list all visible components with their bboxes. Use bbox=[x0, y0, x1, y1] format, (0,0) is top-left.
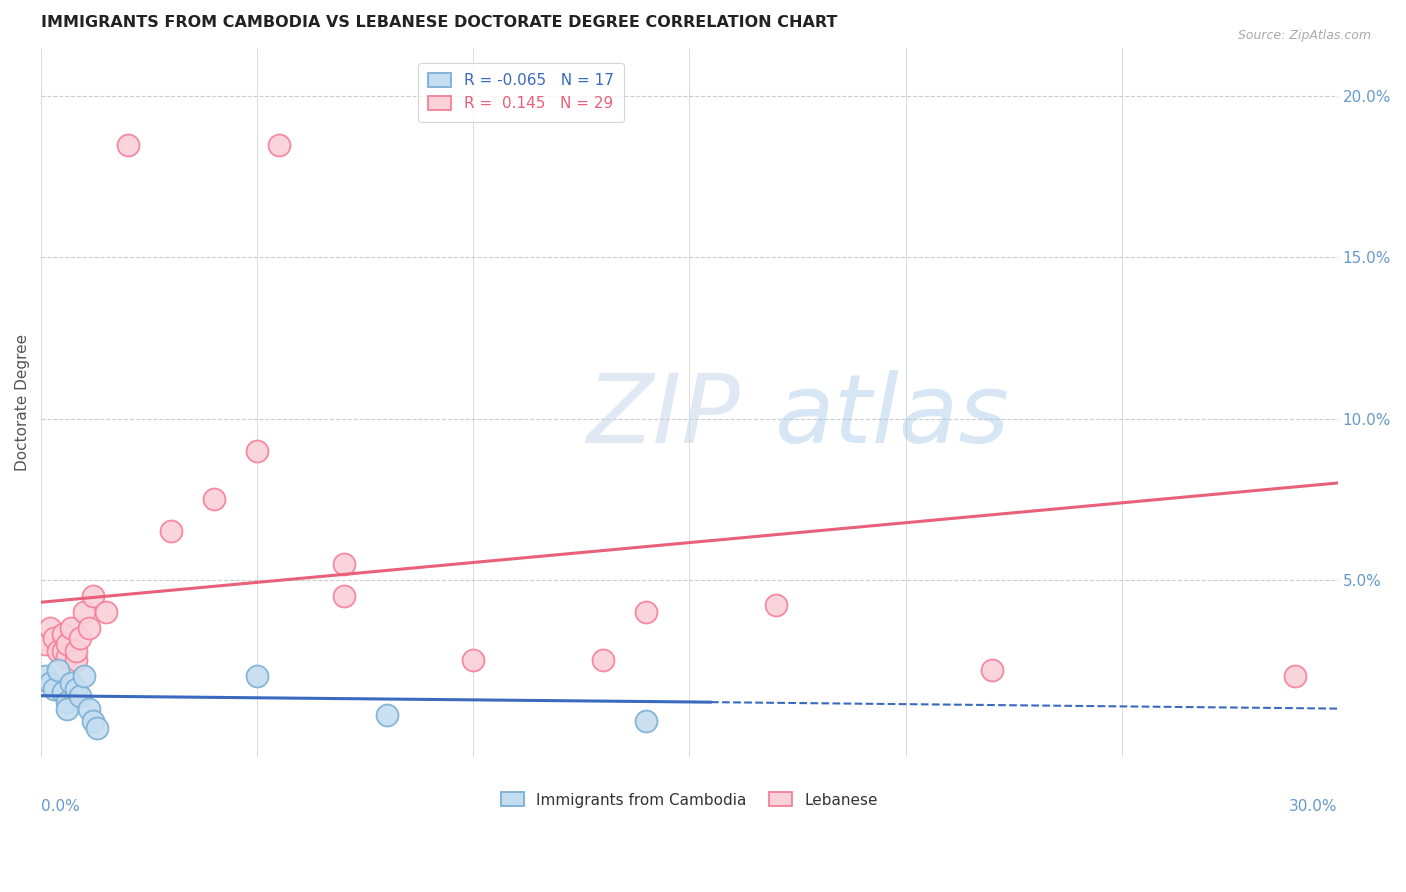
Point bbox=[267, 137, 290, 152]
Text: 0.0%: 0.0% bbox=[41, 799, 80, 814]
Point bbox=[82, 714, 104, 729]
Point bbox=[34, 637, 56, 651]
Point bbox=[52, 685, 75, 699]
Point bbox=[48, 663, 70, 677]
Point bbox=[1284, 669, 1306, 683]
Point bbox=[38, 621, 60, 635]
Point bbox=[94, 605, 117, 619]
Text: ZIP: ZIP bbox=[586, 370, 740, 463]
Point bbox=[86, 721, 108, 735]
Point bbox=[332, 589, 354, 603]
Point bbox=[332, 557, 354, 571]
Text: atlas: atlas bbox=[773, 370, 1008, 463]
Point bbox=[463, 653, 485, 667]
Text: IMMIGRANTS FROM CAMBODIA VS LEBANESE DOCTORATE DEGREE CORRELATION CHART: IMMIGRANTS FROM CAMBODIA VS LEBANESE DOC… bbox=[41, 15, 838, 30]
Point bbox=[159, 524, 181, 539]
Point bbox=[69, 631, 91, 645]
Point bbox=[56, 637, 79, 651]
Y-axis label: Doctorate Degree: Doctorate Degree bbox=[15, 334, 30, 471]
Point bbox=[77, 701, 100, 715]
Point bbox=[82, 589, 104, 603]
Point bbox=[117, 137, 139, 152]
Point bbox=[636, 605, 658, 619]
Point bbox=[981, 663, 1004, 677]
Point bbox=[38, 675, 60, 690]
Point bbox=[77, 621, 100, 635]
Point bbox=[246, 443, 269, 458]
Point bbox=[375, 708, 398, 723]
Point bbox=[56, 701, 79, 715]
Point bbox=[48, 643, 70, 657]
Point bbox=[636, 714, 658, 729]
Point bbox=[65, 643, 87, 657]
Point bbox=[69, 689, 91, 703]
Point bbox=[56, 695, 79, 709]
Point bbox=[56, 650, 79, 665]
Point bbox=[34, 669, 56, 683]
Point bbox=[52, 643, 75, 657]
Point bbox=[592, 653, 614, 667]
Point bbox=[73, 605, 96, 619]
Point bbox=[42, 631, 65, 645]
Legend: Immigrants from Cambodia, Lebanese: Immigrants from Cambodia, Lebanese bbox=[492, 783, 887, 817]
Point bbox=[52, 627, 75, 641]
Point bbox=[765, 599, 787, 613]
Text: Source: ZipAtlas.com: Source: ZipAtlas.com bbox=[1237, 29, 1371, 42]
Point bbox=[246, 669, 269, 683]
Text: 30.0%: 30.0% bbox=[1289, 799, 1337, 814]
Point bbox=[42, 682, 65, 697]
Point bbox=[60, 675, 83, 690]
Point bbox=[73, 669, 96, 683]
Point bbox=[65, 682, 87, 697]
Point bbox=[202, 492, 225, 507]
Point bbox=[60, 621, 83, 635]
Point bbox=[65, 653, 87, 667]
